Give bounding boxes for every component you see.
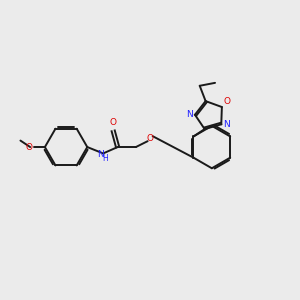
Text: H: H (102, 154, 108, 163)
Text: O: O (224, 97, 231, 106)
Text: N: N (223, 120, 230, 129)
Text: O: O (110, 118, 117, 127)
Text: O: O (146, 134, 154, 143)
Text: O: O (26, 142, 32, 152)
Text: N: N (97, 150, 104, 159)
Text: N: N (186, 110, 193, 119)
